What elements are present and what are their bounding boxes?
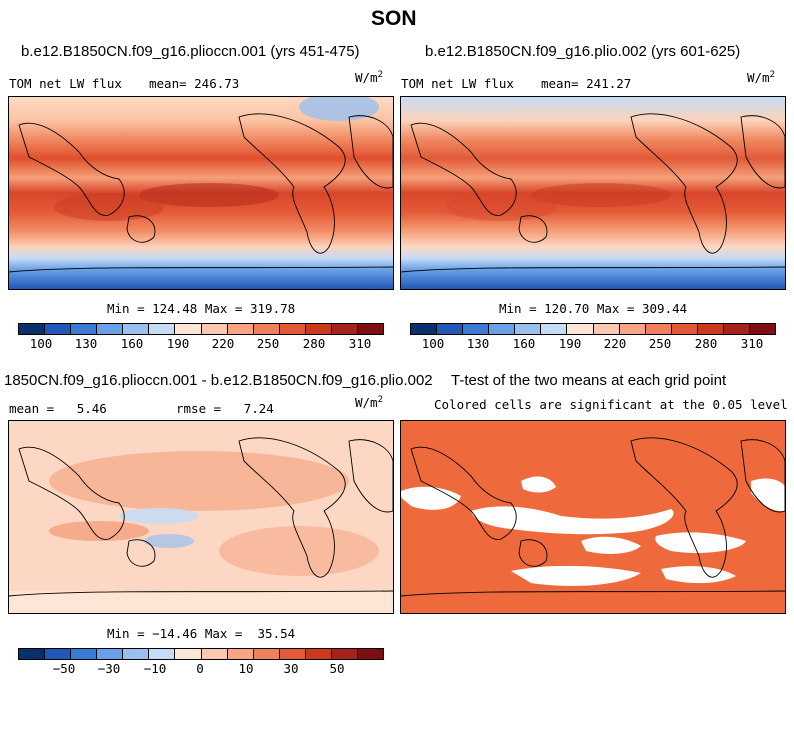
panel3-title: 1850CN.f09_g16.plioccn.001 - b.e12.B1850… bbox=[4, 372, 433, 389]
cb1-swatch bbox=[97, 324, 124, 334]
cb3-swatch bbox=[227, 649, 254, 659]
cb2-tick: 130 bbox=[466, 336, 490, 351]
panel1-field bbox=[9, 97, 393, 289]
cb1-tick: 100 bbox=[29, 336, 53, 351]
cb1-swatch bbox=[331, 324, 359, 334]
panel2-units: W/m2 bbox=[747, 70, 775, 85]
cb2-tick: 250 bbox=[648, 336, 672, 351]
panel4-title: T-test of the two means at each grid poi… bbox=[451, 372, 727, 389]
cb1-swatch bbox=[175, 324, 202, 334]
cb2-swatch bbox=[697, 324, 724, 334]
cb1-swatch bbox=[19, 324, 46, 334]
cb2-swatch bbox=[671, 324, 698, 334]
cb1-tick: 310 bbox=[348, 336, 372, 351]
cb3-swatch bbox=[305, 649, 332, 659]
cb3-tick: 0 bbox=[196, 661, 204, 676]
cb3-tick: −30 bbox=[97, 661, 121, 676]
cb1-swatch bbox=[149, 324, 176, 334]
panel1-title: b.e12.B1850CN.f09_g16.plioccn.001 (yrs 4… bbox=[21, 43, 360, 60]
panel1-colorbar bbox=[18, 323, 384, 335]
panel3-mean: mean = 5.46 bbox=[9, 401, 107, 416]
cb2-swatch bbox=[723, 324, 751, 334]
panel3-colorbar bbox=[18, 648, 384, 660]
cb3-swatch bbox=[331, 649, 359, 659]
cb1-swatch bbox=[45, 324, 72, 334]
panel1-units: W/m2 bbox=[355, 70, 383, 85]
cb2-swatch bbox=[541, 324, 568, 334]
panel4-field bbox=[401, 421, 785, 613]
panel2-title: b.e12.B1850CN.f09_g16.plio.002 (yrs 601-… bbox=[425, 43, 741, 60]
cb2-tick: 310 bbox=[740, 336, 764, 351]
cb3-swatch bbox=[97, 649, 124, 659]
cb2-swatch bbox=[463, 324, 490, 334]
cb1-tick: 190 bbox=[166, 336, 190, 351]
cb2-tick: 100 bbox=[421, 336, 445, 351]
cb2-swatch bbox=[645, 324, 672, 334]
cb1-tick: 130 bbox=[74, 336, 98, 351]
panel1-map bbox=[8, 96, 394, 290]
cb1-swatch bbox=[71, 324, 98, 334]
panel3-rmse: rmse = 7.24 bbox=[176, 401, 274, 416]
panel2-mean: mean= 241.27 bbox=[541, 76, 632, 91]
panel1-mean: mean= 246.73 bbox=[149, 76, 240, 91]
cb3-swatch bbox=[358, 649, 384, 659]
panel2-variable: TOM net LW flux bbox=[401, 76, 514, 91]
cb1-tick: 160 bbox=[120, 336, 144, 351]
cb3-tick: 30 bbox=[283, 661, 299, 676]
panel2-colorbar bbox=[410, 323, 776, 335]
panel2-minmax: Min = 120.70 Max = 309.44 bbox=[499, 301, 688, 316]
panel1-minmax: Min = 124.48 Max = 319.78 bbox=[107, 301, 296, 316]
cb3-swatch bbox=[175, 649, 202, 659]
cb2-tick: 190 bbox=[558, 336, 582, 351]
panel3-field bbox=[9, 421, 393, 613]
cb1-swatch bbox=[123, 324, 150, 334]
panel3-units: W/m2 bbox=[355, 395, 383, 410]
cb3-swatch bbox=[71, 649, 98, 659]
panel3-minmax: Min = −14.46 Max = 35.54 bbox=[107, 626, 296, 641]
cb1-swatch bbox=[358, 324, 384, 334]
cb3-tick: −50 bbox=[52, 661, 76, 676]
cb3-swatch bbox=[45, 649, 72, 659]
cb3-swatch bbox=[253, 649, 280, 659]
panel3-map bbox=[8, 420, 394, 614]
cb2-swatch bbox=[515, 324, 542, 334]
cb1-swatch bbox=[253, 324, 280, 334]
panel4-subtitle: Colored cells are significant at the 0.0… bbox=[434, 397, 788, 412]
cb3-tick: 50 bbox=[329, 661, 345, 676]
panel2-field bbox=[401, 97, 785, 289]
cb3-swatch bbox=[279, 649, 306, 659]
cb1-tick: 220 bbox=[211, 336, 235, 351]
cb3-tick: 10 bbox=[238, 661, 254, 676]
cb2-swatch bbox=[750, 324, 776, 334]
cb2-tick: 160 bbox=[512, 336, 536, 351]
panel1-variable: TOM net LW flux bbox=[9, 76, 122, 91]
cb3-swatch bbox=[19, 649, 46, 659]
cb1-swatch bbox=[279, 324, 306, 334]
cb1-tick: 280 bbox=[302, 336, 326, 351]
cb1-swatch bbox=[305, 324, 332, 334]
cb3-swatch bbox=[201, 649, 228, 659]
cb2-swatch bbox=[489, 324, 516, 334]
cb1-tick: 250 bbox=[256, 336, 280, 351]
figure-title: SON bbox=[371, 7, 417, 30]
cb2-swatch bbox=[437, 324, 464, 334]
cb3-swatch bbox=[123, 649, 150, 659]
cb1-swatch bbox=[227, 324, 254, 334]
cb1-swatch bbox=[201, 324, 228, 334]
panel4-map bbox=[400, 420, 786, 614]
panel2-map bbox=[400, 96, 786, 290]
cb2-swatch bbox=[593, 324, 620, 334]
cb2-swatch bbox=[619, 324, 646, 334]
cb2-tick: 280 bbox=[694, 336, 718, 351]
cb2-swatch bbox=[567, 324, 594, 334]
cb3-tick: −10 bbox=[143, 661, 167, 676]
cb2-tick: 220 bbox=[603, 336, 627, 351]
cb3-swatch bbox=[149, 649, 176, 659]
cb2-swatch bbox=[411, 324, 438, 334]
